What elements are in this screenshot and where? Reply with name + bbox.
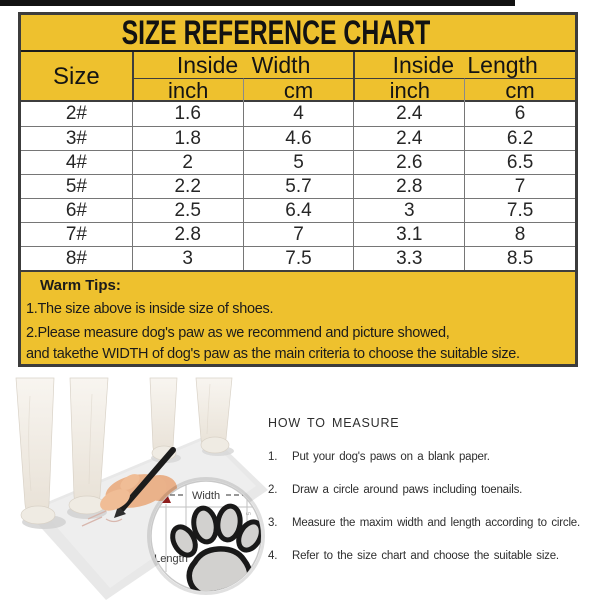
table-cell: 6.4 (242, 198, 354, 222)
table-cell: 6 (464, 102, 575, 126)
step-number: 4. (268, 550, 278, 562)
table-cell: 2.6 (353, 150, 465, 174)
table-row: 6# 2.5 6.4 3 7.5 (21, 198, 575, 222)
table-row: 7# 2.8 7 3.1 8 (21, 222, 575, 246)
length-label: Length (154, 553, 188, 565)
paper-highlight (40, 438, 256, 588)
measure-step: 3. Measure the maxim width and length ac… (268, 516, 600, 530)
warm-tips-line-3: and takethe WIDTH of dog's paw as the ma… (26, 346, 520, 362)
warm-tips-line-2: 2.Please measure dog's paw as we recomme… (26, 325, 450, 341)
header-width-cm: cm (242, 78, 354, 103)
table-cell: 5 (242, 150, 354, 174)
table-row: 4# 2 5 2.6 6.5 (21, 150, 575, 174)
header-length-cm: cm (464, 78, 575, 103)
chart-title-bar: SIZE REFERENCE CHART (21, 15, 575, 52)
header-size: Size (53, 63, 100, 90)
table-cell: 3 (131, 246, 243, 270)
pen-tip (114, 506, 126, 518)
table-row: 8# 3 7.5 3.3 8.5 (21, 246, 575, 270)
table-cell: 7.5 (242, 246, 354, 270)
width-label: Width (192, 490, 220, 502)
table-cell: 2# (65, 103, 87, 124)
table-cell: 7 (464, 174, 575, 198)
header-inside-width: Inside Width (131, 52, 354, 78)
table-cell: 8# (21, 246, 132, 270)
header-inside-length: Inside Length (353, 52, 575, 78)
step-text: Measure the maxim width and length accor… (292, 517, 581, 529)
svg-text:5: 5 (244, 512, 250, 516)
step-text: Put your dog's paws on a blank paper. (292, 451, 490, 463)
size-chart-frame: SIZE REFERENCE CHART Size Inside Width I… (18, 12, 578, 367)
table-cell: 1.6 (131, 102, 243, 126)
table-cell: 8 (464, 222, 575, 246)
warm-tips-heading: Warm Tips: (40, 277, 121, 294)
table-cell: 6.5 (464, 150, 575, 174)
table-cell: 3 (353, 198, 465, 222)
header-length-inch: inch (353, 78, 465, 103)
table-row: 2# 1.6 4 2.4 6 (21, 102, 575, 126)
table-cell: 4.6 (242, 126, 354, 150)
table-cell: 7# (21, 222, 132, 246)
table-row: 5# 2.2 5.7 2.8 7 (21, 174, 575, 198)
table-cell: 7.5 (464, 198, 575, 222)
table-cell: 2.4 (353, 126, 465, 150)
table-cell: 1.8 (131, 126, 243, 150)
table-cell: 2.4 (353, 102, 464, 126)
traced-outline-marks (81, 510, 123, 527)
table-cell: 2.5 (131, 198, 243, 222)
table-cell: 3# (21, 126, 132, 150)
how-to-measure-heading: HOW TO MEASURE (268, 416, 400, 430)
dog-legs (15, 377, 233, 525)
table-cell: 6# (21, 198, 132, 222)
warm-tips-line-1: 1.The size above is inside size of shoes… (26, 301, 274, 317)
measure-step: 4. Refer to the size chart and choose th… (268, 549, 600, 563)
magnifier: Width Length 5 5 5 (147, 477, 265, 595)
step-number: 2. (268, 484, 278, 496)
top-crop-strip (0, 0, 515, 6)
table-cell: 4# (21, 150, 132, 174)
table-cell: 2.8 (353, 174, 465, 198)
table-cell: 6.2 (464, 126, 575, 150)
how-to-measure-section: HOW TO MEASURE 1. Put your dog's paws on… (268, 416, 600, 582)
measurement-illustration: Width Length 5 5 5 (15, 377, 268, 600)
table-cell: 2.8 (131, 222, 243, 246)
step-text: Draw a circle around paws including toen… (292, 484, 523, 496)
table-cell: 4 (242, 102, 354, 126)
table-cell: 2 (131, 150, 243, 174)
table-cell: 8.5 (464, 246, 575, 270)
table-row: 3# 1.8 4.6 2.4 6.2 (21, 126, 575, 150)
pen (119, 447, 176, 512)
step-text: Refer to the size chart and choose the s… (292, 550, 559, 562)
table-cell: 3.1 (353, 222, 465, 246)
table-cell: 3.3 (353, 246, 465, 270)
measure-step: 1. Put your dog's paws on a blank paper. (268, 450, 600, 464)
hand-with-pen (100, 447, 177, 518)
table-cell: 7 (242, 222, 354, 246)
table-cell: 2.2 (131, 174, 243, 198)
table-cell: 5# (21, 174, 132, 198)
chart-title: SIZE REFERENCE CHART (121, 15, 431, 52)
table-cell: 5.7 (242, 174, 354, 198)
header-width-inch: inch (131, 78, 243, 103)
step-number: 1. (268, 451, 278, 463)
step-number: 3. (268, 517, 278, 529)
warm-tips-section: Warm Tips: 1.The size above is inside si… (21, 270, 575, 364)
measure-step: 2. Draw a circle around paws including t… (268, 483, 600, 497)
paw-print (170, 503, 261, 591)
table-body: 2# 1.6 4 2.4 6 3# 1.8 4.6 2.4 6.2 4# 2 5… (21, 102, 575, 270)
table-header: Size Inside Width Inside Length inch cm … (21, 52, 575, 103)
